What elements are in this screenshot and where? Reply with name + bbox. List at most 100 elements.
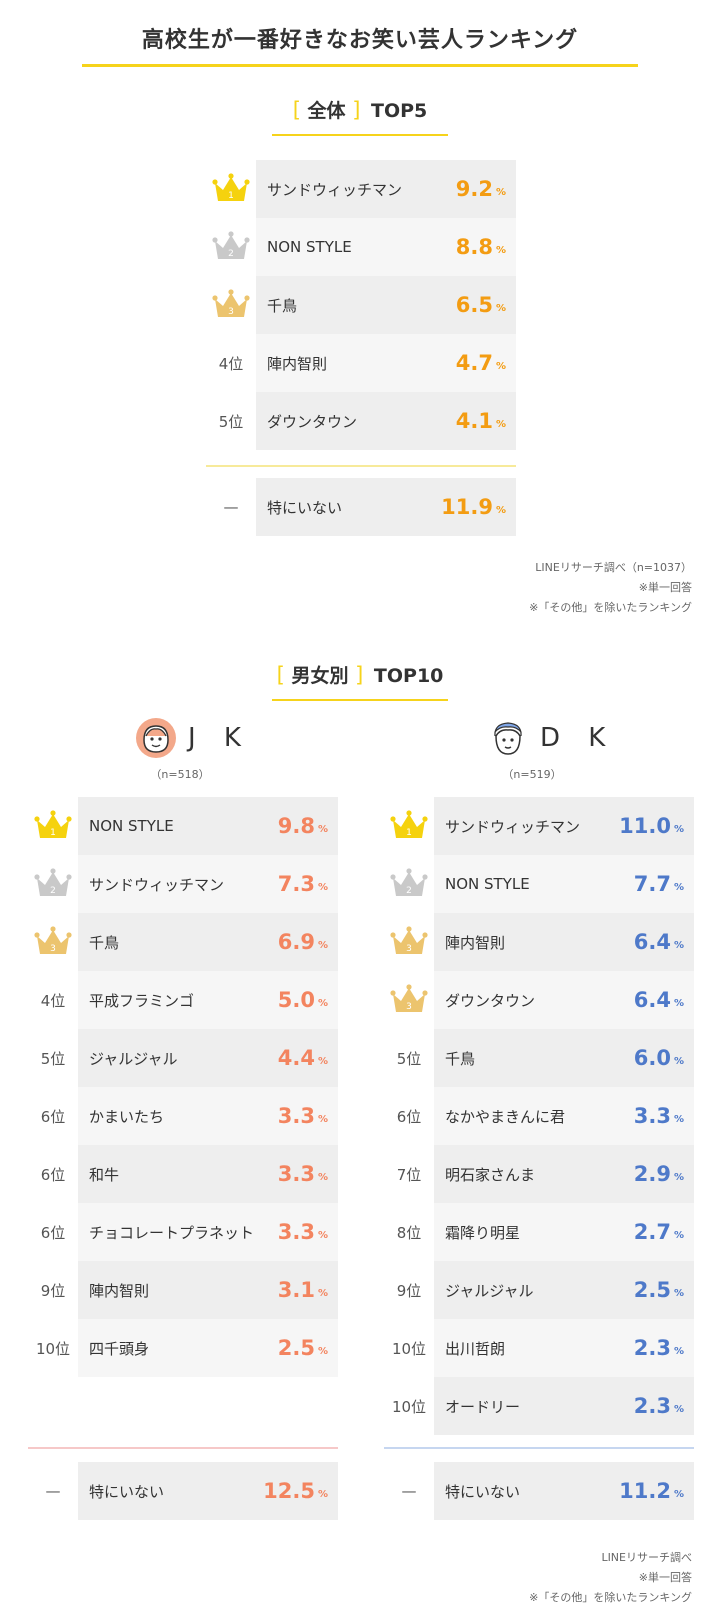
girl-face-icon bbox=[136, 718, 176, 758]
comedian-name: 出川哲朗 bbox=[445, 1339, 506, 1358]
rank-cell: 2 bbox=[206, 218, 256, 276]
rank-cell: 1 bbox=[206, 160, 256, 218]
name-cell: サンドウィッチマン bbox=[434, 797, 694, 855]
percent-value: 8.8 bbox=[455, 235, 493, 259]
value-cell: 6.4% bbox=[434, 913, 684, 971]
comedian-name: 特にいない bbox=[89, 1482, 165, 1501]
gold-crown-icon: 1 bbox=[34, 810, 72, 838]
name-cell: 陣内智則 bbox=[256, 334, 516, 392]
rank-cell: 4位 bbox=[206, 334, 256, 392]
name-cell: 特にいない bbox=[78, 1462, 338, 1520]
crown-rank-number: 1 bbox=[406, 828, 412, 838]
percent-value: 2.3 bbox=[633, 1394, 671, 1418]
rank-cell: 10位 bbox=[28, 1319, 78, 1377]
crown-rank-number: 2 bbox=[406, 886, 412, 896]
gold-crown-icon: 1 bbox=[212, 173, 250, 201]
note-line: ※「その他」を除いたランキング bbox=[529, 1591, 692, 1604]
name-cell: チョコレートプラネット bbox=[78, 1203, 338, 1261]
rank-cell: 2 bbox=[384, 855, 434, 913]
rank-label: 10位 bbox=[391, 1397, 427, 1416]
name-cell: 四千頭身 bbox=[78, 1319, 338, 1377]
gender-heading-underline bbox=[272, 699, 448, 701]
percent-value: 3.3 bbox=[277, 1220, 315, 1244]
rank-label: — bbox=[45, 1482, 61, 1500]
silver-crown-icon: 2 bbox=[212, 231, 250, 259]
rank-cell: 2 bbox=[28, 855, 78, 913]
rank-cell: 7位 bbox=[384, 1145, 434, 1203]
percent-unit: % bbox=[673, 998, 684, 1009]
comedian-name: NON STYLE bbox=[445, 875, 530, 893]
comedian-name: ダウンタウン bbox=[267, 412, 358, 431]
value-cell: 3.1% bbox=[78, 1261, 328, 1319]
percent-unit: % bbox=[495, 245, 506, 256]
percent-value: 11.2 bbox=[619, 1479, 671, 1503]
comedian-name: なかやまきんに君 bbox=[445, 1107, 566, 1126]
rank-cell: 6位 bbox=[28, 1203, 78, 1261]
comedian-name: 陣内智則 bbox=[89, 1281, 150, 1300]
rank-label: 5位 bbox=[218, 412, 244, 431]
overall-heading: [ 全体 ] TOP5 bbox=[272, 96, 448, 136]
ranking-row: 3 陣内智則 6.4% bbox=[384, 913, 694, 971]
percent-value: 6.0 bbox=[633, 1046, 671, 1070]
rank-cell: 6位 bbox=[28, 1087, 78, 1145]
name-cell: ジャルジャル bbox=[434, 1261, 694, 1319]
comedian-name: 千鳥 bbox=[445, 1049, 476, 1068]
value-cell: 2.7% bbox=[434, 1203, 684, 1261]
value-cell: 2.5% bbox=[78, 1319, 328, 1377]
percent-value: 3.3 bbox=[277, 1104, 315, 1128]
name-cell: 霜降り明星 bbox=[434, 1203, 694, 1261]
rank-cell: 3 bbox=[384, 971, 434, 1029]
comedian-name: サンドウィッチマン bbox=[267, 180, 403, 199]
ranking-row: 9位 ジャルジャル 2.5% bbox=[384, 1261, 694, 1319]
jk-header: J K bbox=[134, 716, 251, 760]
crown-rank-number: 2 bbox=[228, 249, 234, 259]
ranking-row: 1 サンドウィッチマン 9.2% bbox=[206, 160, 516, 218]
separator-line bbox=[206, 465, 516, 467]
comedian-name: ダウンタウン bbox=[445, 991, 536, 1010]
silver-crown-icon: 2 bbox=[34, 868, 72, 896]
jk-sample-size: （n=518） bbox=[150, 768, 210, 781]
ranking-row: 4位 平成フラミンゴ 5.0% bbox=[28, 971, 338, 1029]
ranking-row: 5位 ジャルジャル 4.4% bbox=[28, 1029, 338, 1087]
ranking-row: 6位 和牛 3.3% bbox=[28, 1145, 338, 1203]
value-cell: 11.9% bbox=[256, 478, 506, 536]
rank-cell: 5位 bbox=[384, 1029, 434, 1087]
ranking-row: — 特にいない 11.9% bbox=[206, 478, 516, 536]
gender-heading-label: 男女別 bbox=[291, 665, 349, 687]
rank-label: — bbox=[401, 1482, 417, 1500]
comedian-name: NON STYLE bbox=[89, 817, 174, 835]
rank-cell: 1 bbox=[384, 797, 434, 855]
percent-unit: % bbox=[317, 998, 328, 1009]
name-cell: ダウンタウン bbox=[256, 392, 516, 450]
percent-value: 7.7 bbox=[633, 872, 671, 896]
comedian-name: 四千頭身 bbox=[89, 1339, 150, 1358]
percent-value: 2.9 bbox=[633, 1162, 671, 1186]
percent-value: 9.8 bbox=[277, 814, 315, 838]
name-cell: NON STYLE bbox=[434, 855, 694, 913]
ranking-row: 2 NON STYLE 7.7% bbox=[384, 855, 694, 913]
rank-cell: — bbox=[384, 1462, 434, 1520]
comedian-name: 霜降り明星 bbox=[445, 1223, 521, 1242]
ranking-row: 3 千鳥 6.5% bbox=[206, 276, 516, 334]
value-cell: 5.0% bbox=[78, 971, 328, 1029]
name-cell: NON STYLE bbox=[256, 218, 516, 276]
name-cell: NON STYLE bbox=[78, 797, 338, 855]
overall-top-label: TOP5 bbox=[371, 100, 428, 122]
note-line: ※単一回答 bbox=[638, 1571, 692, 1584]
percent-unit: % bbox=[317, 1056, 328, 1067]
comedian-name: チョコレートプラネット bbox=[89, 1223, 255, 1242]
overall-heading-underline bbox=[272, 134, 448, 136]
rank-cell: 9位 bbox=[28, 1261, 78, 1319]
percent-value: 2.5 bbox=[633, 1278, 671, 1302]
comedian-name: NON STYLE bbox=[267, 238, 352, 256]
percent-unit: % bbox=[673, 882, 684, 893]
bracket-close: ] bbox=[355, 663, 364, 687]
comedian-name: 特にいない bbox=[267, 498, 343, 517]
gender-top-label: TOP10 bbox=[373, 665, 444, 687]
percent-unit: % bbox=[317, 940, 328, 951]
value-cell: 2.5% bbox=[434, 1261, 684, 1319]
ranking-row: 1 サンドウィッチマン 11.0% bbox=[384, 797, 694, 855]
bracket-close: ] bbox=[352, 98, 361, 122]
rank-label: 6位 bbox=[40, 1165, 66, 1184]
name-cell: 平成フラミンゴ bbox=[78, 971, 338, 1029]
